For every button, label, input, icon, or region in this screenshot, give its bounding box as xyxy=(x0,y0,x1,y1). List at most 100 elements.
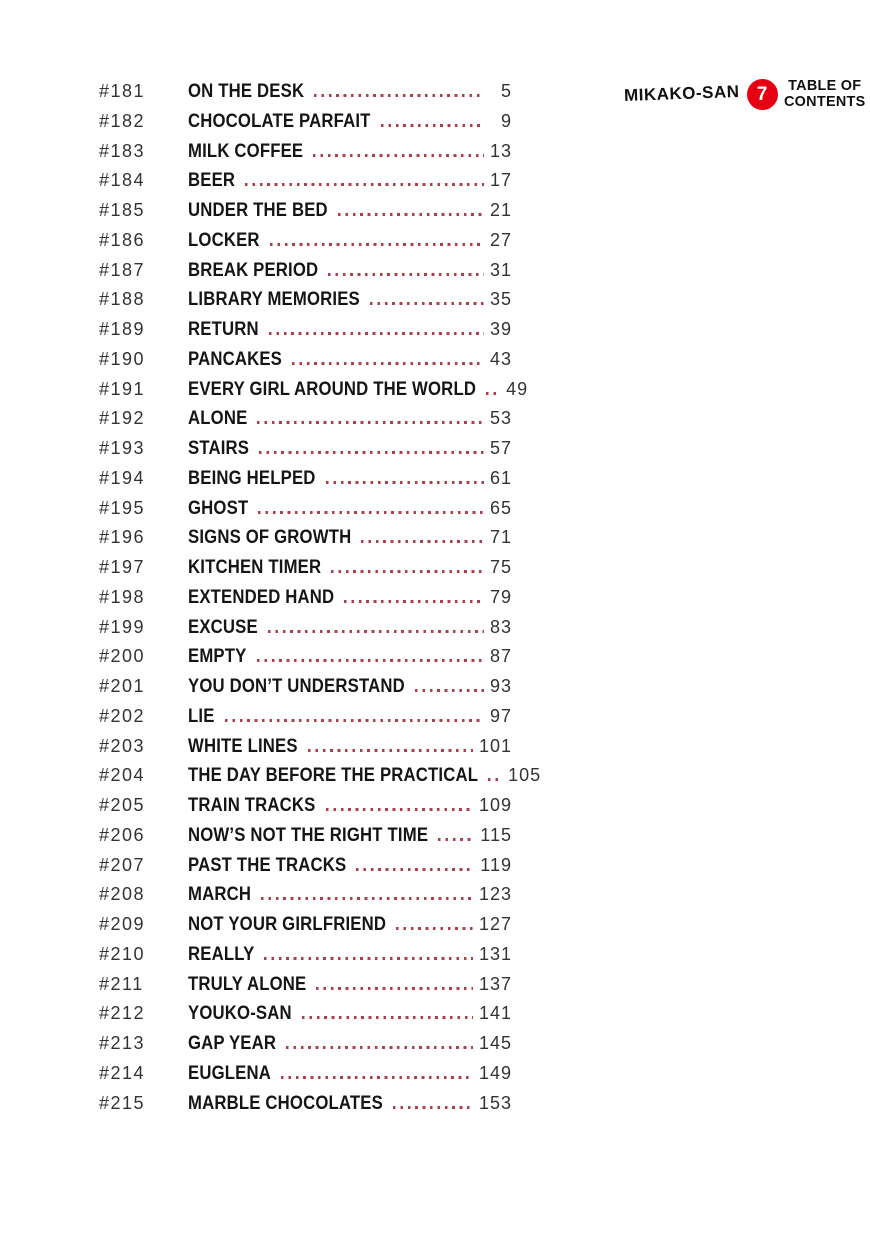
chapter-title: LIE xyxy=(188,705,215,727)
chapter-number: #193 xyxy=(99,438,146,458)
chapter-number: #209 xyxy=(99,914,146,934)
chapter-number: #208 xyxy=(99,884,146,905)
volume-number: 7 xyxy=(756,83,768,105)
dot-leader xyxy=(313,153,484,157)
toc-entry: #181 ON THE DESK 5 xyxy=(99,81,512,111)
toc-label-line2: CONTENTS xyxy=(783,93,866,110)
page-number: 83 xyxy=(489,616,512,637)
dot-leader xyxy=(301,1016,473,1020)
chapter-number: #181 xyxy=(99,81,146,101)
chapter-number: #200 xyxy=(99,646,146,667)
chapter-title: LIBRARY MEMORIES xyxy=(188,289,360,311)
toc-entry: #193 STAIRS 57 xyxy=(99,438,512,468)
page-number: 119 xyxy=(480,854,512,875)
dot-leader xyxy=(325,480,484,484)
toc-entry: #194 BEING HELPED 61 xyxy=(99,468,512,498)
chapter-title: MILK COFFEE xyxy=(188,140,304,162)
dot-leader xyxy=(314,94,484,97)
dot-leader xyxy=(392,1105,473,1109)
chapter-title: TRAIN TRACKS xyxy=(188,795,316,816)
dot-leader xyxy=(268,332,484,335)
chapter-title: BEER xyxy=(188,170,236,192)
dot-leader xyxy=(261,897,473,901)
toc-entry: #212 YOUKO-SAN 141 xyxy=(99,1003,512,1033)
toc-entry: #183 MILK COFFEE 13 xyxy=(99,141,512,171)
series-title: MIKAKO-SAN xyxy=(623,81,740,106)
chapter-title: SIGNS OF GROWTH xyxy=(188,527,352,549)
toc-entry: #210 REALLY 131 xyxy=(99,944,512,974)
toc-entry: #207 PAST THE TRACKS 119 xyxy=(99,855,512,885)
page-number: 153 xyxy=(478,1092,512,1113)
page-number: 57 xyxy=(489,438,512,458)
dot-leader xyxy=(488,778,503,782)
dot-leader xyxy=(267,629,484,633)
chapter-title: EXCUSE xyxy=(188,616,258,638)
chapter-number: #182 xyxy=(99,110,146,131)
dot-leader xyxy=(257,421,484,425)
chapter-title: BREAK PERIOD xyxy=(188,259,319,281)
chapter-title: NOW’S NOT THE RIGHT TIME xyxy=(188,824,429,846)
dot-leader xyxy=(331,570,484,573)
chapter-title: REALLY xyxy=(188,943,255,965)
dot-leader xyxy=(224,718,484,722)
chapter-title: BEING HELPED xyxy=(188,467,316,489)
toc-entry: #198 EXTENDED HAND 79 xyxy=(99,587,512,617)
chapter-number: #215 xyxy=(99,1092,146,1113)
page-number: 101 xyxy=(478,735,512,756)
toc-entry: #200 EMPTY 87 xyxy=(99,646,512,676)
page-number: 149 xyxy=(478,1062,512,1083)
chapter-number: #214 xyxy=(99,1062,146,1083)
page-number: 43 xyxy=(489,348,512,369)
toc-entry: #211 TRULY ALONE 137 xyxy=(99,974,512,1004)
page-number: 71 xyxy=(489,527,512,548)
dot-leader xyxy=(286,1046,473,1049)
toc-entry: #187 BREAK PERIOD 31 xyxy=(99,260,512,290)
page-number: 53 xyxy=(489,408,512,429)
chapter-title: GAP YEAR xyxy=(188,1033,277,1054)
toc-entry: #208 MARCH 123 xyxy=(99,884,512,914)
page-number: 97 xyxy=(489,705,512,726)
toc-entry: #196 SIGNS OF GROWTH 71 xyxy=(99,527,512,557)
chapter-number: #207 xyxy=(99,854,146,875)
toc-entry: #197 KITCHEN TIMER 75 xyxy=(99,557,512,587)
chapter-title: EUGLENA xyxy=(188,1062,271,1084)
chapter-title: KITCHEN TIMER xyxy=(188,557,322,578)
page-number: 105 xyxy=(508,765,542,786)
chapter-title: EVERY GIRL AROUND THE WORLD xyxy=(188,378,477,400)
dot-leader xyxy=(325,808,473,811)
chapter-title: TRULY ALONE xyxy=(188,973,307,995)
chapter-title: RETURN xyxy=(188,319,259,340)
chapter-number: #203 xyxy=(99,735,146,756)
page-number: 27 xyxy=(489,229,512,250)
chapter-number: #186 xyxy=(99,229,146,250)
page-number: 141 xyxy=(478,1003,512,1024)
toc-entry: #204 THE DAY BEFORE THE PRACTICAL 105 xyxy=(99,765,540,795)
toc-entry: #213 GAP YEAR 145 xyxy=(99,1033,512,1063)
toc-entry: #185 UNDER THE BED 21 xyxy=(99,200,512,230)
chapter-number: #198 xyxy=(99,586,146,607)
chapter-number: #188 xyxy=(99,289,146,310)
dot-leader xyxy=(361,540,484,544)
chapter-number: #191 xyxy=(99,378,146,399)
dot-leader xyxy=(344,599,484,603)
dot-leader xyxy=(369,302,484,306)
chapter-title: WHITE LINES xyxy=(188,735,298,757)
dot-leader xyxy=(269,242,484,246)
chapter-number: #197 xyxy=(99,557,146,577)
chapter-title: LOCKER xyxy=(188,229,260,251)
chapter-title: PANCAKES xyxy=(188,348,283,370)
page-number: 79 xyxy=(489,586,512,607)
page-number: 75 xyxy=(489,557,512,577)
dot-leader xyxy=(258,510,484,514)
chapter-number: #210 xyxy=(99,943,146,964)
chapter-title: PAST THE TRACKS xyxy=(188,854,347,876)
page-number: 145 xyxy=(478,1033,512,1053)
chapter-number: #183 xyxy=(99,140,146,161)
chapter-number: #205 xyxy=(99,795,146,815)
toc-entry: #190 PANCAKES 43 xyxy=(99,349,512,379)
chapter-title: MARCH xyxy=(188,884,252,906)
chapter-title: CHOCOLATE PARFAIT xyxy=(188,110,371,132)
toc-entry: #201 YOU DON’T UNDERSTAND 93 xyxy=(99,676,512,706)
toc-entry: #191 EVERY GIRL AROUND THE WORLD 49 xyxy=(99,378,527,409)
